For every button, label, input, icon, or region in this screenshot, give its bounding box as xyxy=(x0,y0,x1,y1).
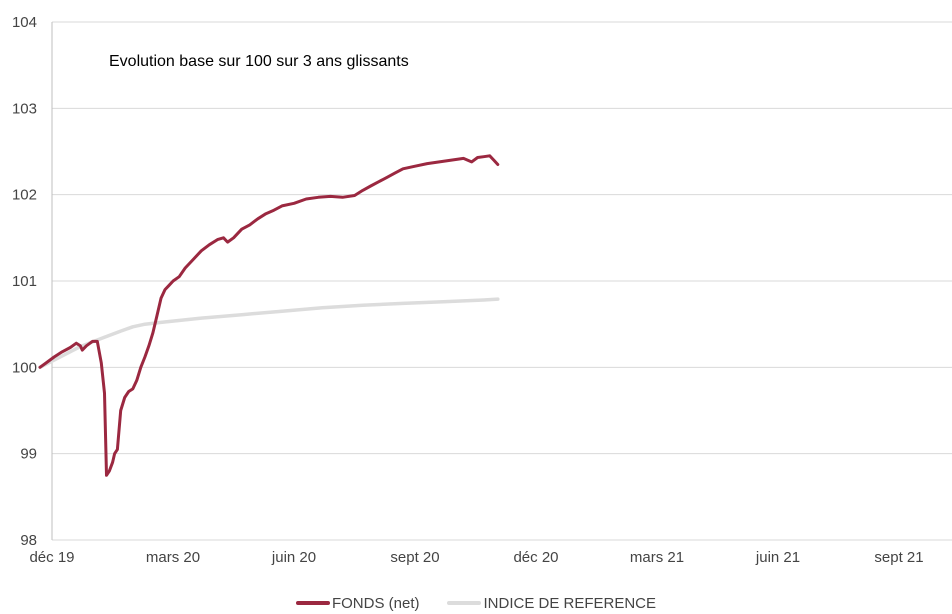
y-tick-label: 99 xyxy=(20,446,37,463)
legend-swatch-indice xyxy=(447,601,482,605)
y-tick-label: 103 xyxy=(12,100,37,117)
series-line-fonds xyxy=(38,154,500,477)
legend-item-indice: INDICE DE REFERENCE xyxy=(447,592,656,614)
y-tick-label: 100 xyxy=(12,359,37,376)
series-line-indice xyxy=(38,297,500,370)
legend-label-fonds: FONDS (net) xyxy=(331,594,420,612)
legend-swatch-fonds xyxy=(295,601,330,605)
line-chart: 98 99 100 101 102 103 104 déc 19 mars 20 juin 20… xyxy=(12,14,952,566)
x-tick-label: mars 20 xyxy=(146,549,200,566)
x-tick-label: sept 20 xyxy=(390,549,439,566)
x-tick-labels: déc 19 mars 20 juin 20 sept 20 déc 20 mars 21… xyxy=(29,549,923,566)
legend: FONDS (net) INDICE DE REFERENCE xyxy=(0,592,952,614)
y-tick-label: 104 xyxy=(12,14,37,31)
chart-title: Evolution base sur 100 sur 3 ans glissan… xyxy=(109,53,409,70)
x-tick-label: juin 21 xyxy=(755,549,800,566)
gridlines xyxy=(52,21,952,541)
y-tick-label: 102 xyxy=(12,187,37,204)
legend-label-indice: INDICE DE REFERENCE xyxy=(483,594,657,612)
y-tick-label: 98 xyxy=(20,532,37,549)
x-tick-label: déc 20 xyxy=(513,549,558,566)
x-tick-label: mars 21 xyxy=(630,549,684,566)
y-tick-label: 101 xyxy=(12,273,37,290)
y-tick-labels: 98 99 100 101 102 103 104 xyxy=(12,14,37,549)
x-tick-label: déc 19 xyxy=(29,549,74,566)
x-tick-label: sept 21 xyxy=(874,549,923,566)
legend-item-fonds: FONDS (net) xyxy=(295,592,420,614)
series-lines xyxy=(38,154,500,477)
x-tick-label: juin 20 xyxy=(271,549,316,566)
